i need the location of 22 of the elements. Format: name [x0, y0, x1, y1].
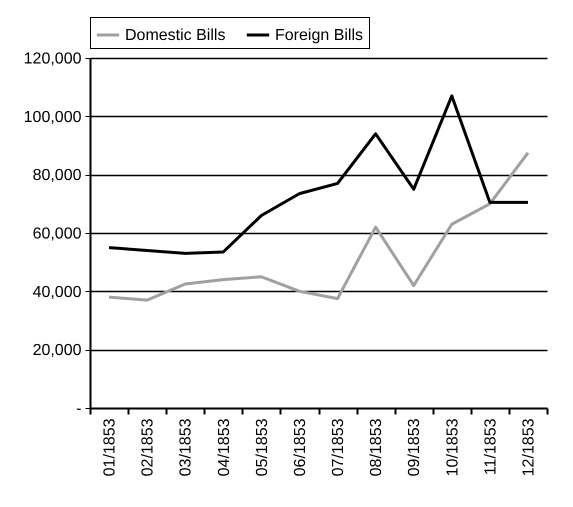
line-series — [108, 151, 530, 302]
y-tick-label: 20,000 — [32, 342, 82, 360]
x-tick-label: 06/1853 — [292, 418, 309, 476]
x-tick-label: 08/1853 — [368, 418, 386, 476]
x-tick-label: 04/1853 — [216, 418, 233, 476]
x-tick-label: 09/1853 — [406, 418, 424, 476]
x-tick-label: 05/1853 — [254, 418, 271, 476]
legend-label: Foreign Bills — [275, 27, 364, 44]
y-tick-label: - — [76, 400, 82, 418]
x-tick-label: 12/1853 — [520, 418, 538, 476]
x-tick-label: 03/1853 — [178, 418, 195, 476]
x-tick-label: 07/1853 — [330, 418, 348, 476]
y-tick-label: 40,000 — [32, 284, 82, 301]
y-tick-label: 120,000 — [24, 50, 82, 68]
x-tick-label: 01/1853 — [102, 418, 119, 476]
y-tick-label: 60,000 — [32, 226, 82, 242]
x-tick-label: 11/1853 — [482, 418, 500, 476]
x-tick-label: 02/1853 — [140, 418, 157, 476]
y-tick-label: 100,000 — [24, 108, 82, 126]
x-tick-label: 10/1853 — [444, 418, 462, 476]
legend-label: Domestic Bills — [125, 27, 226, 44]
y-tick-label: 80,000 — [32, 167, 82, 184]
